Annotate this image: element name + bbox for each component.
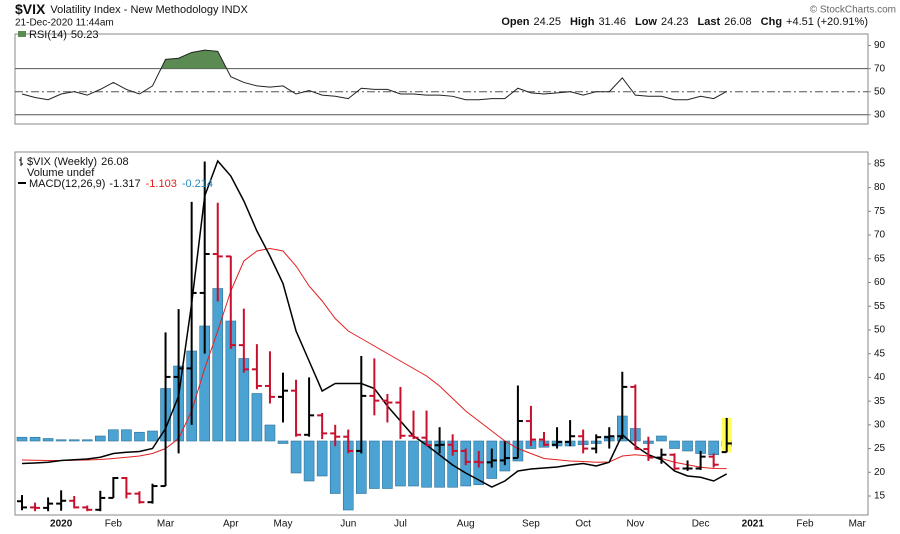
macd-histogram-bar — [16, 436, 28, 442]
quote-label: Chg — [761, 16, 782, 28]
datetime: 21-Dec-2020 11:44am — [15, 18, 114, 29]
macd-histogram-bar — [408, 440, 419, 487]
macd-histogram-bar — [81, 439, 93, 442]
y-tick-label: 35 — [874, 396, 886, 407]
y-tick-label: 90 — [874, 40, 886, 51]
macd-histogram-bar — [329, 440, 341, 494]
macd-histogram-bar — [395, 440, 406, 487]
macd-histogram-bar — [212, 288, 224, 442]
y-tick-label: 65 — [874, 253, 886, 264]
macd-histogram-bar — [656, 435, 667, 442]
header-line: $VIX Volatility Index - New Methodology I… — [15, 1, 249, 17]
y-tick-label: 40 — [874, 372, 886, 383]
macd-histogram-bar — [147, 430, 158, 442]
x-tick-label: Dec — [692, 519, 710, 530]
macd-histogram-bar — [121, 429, 132, 442]
legend-swatch — [18, 31, 26, 37]
y-tick-label: 30 — [874, 419, 886, 430]
y-tick-label: 80 — [874, 182, 886, 193]
macd-histogram-bar — [669, 440, 680, 449]
macd-histogram-bar — [134, 431, 145, 442]
macd-last: -1.317 — [109, 178, 140, 190]
macd-histogram-bar — [108, 429, 119, 442]
y-tick-label: 55 — [874, 301, 886, 312]
macd-histogram-bar — [303, 440, 315, 482]
hist-last: -0.214 — [182, 178, 213, 190]
x-tick-label: May — [274, 519, 293, 530]
x-tick-label: 2021 — [742, 519, 765, 530]
macd-histogram-bar — [264, 424, 276, 442]
macd-histogram-bar — [382, 440, 393, 489]
legend-swatch — [19, 157, 23, 166]
macd-histogram-bar — [29, 436, 41, 442]
signal-last: -1.103 — [146, 178, 177, 190]
price-last: 26.08 — [101, 156, 129, 168]
y-tick-label: 50 — [874, 86, 886, 97]
y-tick-label: 60 — [874, 277, 886, 288]
rsi-legend: RSI(14) 50.23 — [29, 29, 98, 41]
quote-value: 24.25 — [533, 16, 561, 28]
quote-label: Last — [698, 16, 721, 28]
macd-histogram-bar — [682, 440, 693, 452]
x-tick-label: Oct — [575, 519, 591, 530]
macd-histogram-bar — [316, 440, 328, 477]
y-tick-label: 20 — [874, 467, 886, 478]
macd-label: MACD(12,26,9) — [29, 178, 105, 190]
x-tick-label: Jun — [340, 519, 356, 530]
quote-label: Low — [635, 16, 657, 28]
y-tick-label: 30 — [874, 109, 886, 120]
quote-value: 24.23 — [661, 16, 689, 28]
x-tick-label: Feb — [105, 519, 123, 530]
quote-value: 31.46 — [598, 16, 626, 28]
security-name: Volatility Index - New Methodology INDX — [50, 4, 248, 16]
y-tick-label: 45 — [874, 348, 886, 359]
macd-histogram-bar — [68, 439, 80, 442]
quote: Open 24.25 High 31.46 Low 24.23 Last 26.08 Chg +4… — [501, 16, 868, 28]
quote-label: Open — [501, 16, 529, 28]
x-tick-label: Apr — [223, 519, 239, 530]
rsi-last: 50.23 — [71, 29, 99, 41]
price-panel — [14, 151, 869, 516]
macd-histogram-bar — [42, 438, 54, 442]
macd-histogram-bar — [251, 393, 263, 442]
macd-histogram-bar — [369, 440, 380, 489]
rsi-overbought-fill — [161, 50, 227, 69]
y-tick-label: 85 — [874, 159, 886, 170]
rsi-line — [21, 49, 727, 101]
y-tick-label: 70 — [874, 230, 886, 241]
y-tick-label: 25 — [874, 443, 886, 454]
x-tick-label: Nov — [626, 519, 644, 530]
rsi-label: RSI(14) — [29, 29, 67, 41]
y-tick-label: 75 — [874, 206, 886, 217]
macd-histogram-bar — [95, 435, 106, 442]
macd-histogram-bar — [277, 440, 289, 444]
x-tick-label: 2020 — [50, 519, 73, 530]
volume-legend: Volume undef — [27, 167, 95, 179]
x-tick-label: Jul — [394, 519, 407, 530]
x-tick-label: Mar — [157, 519, 175, 530]
macd-histogram-bar — [55, 439, 67, 442]
x-tick-label: Feb — [796, 519, 814, 530]
credit: © StockCharts.com — [810, 5, 896, 16]
symbol: $VIX — [15, 1, 46, 17]
y-tick-label: 70 — [874, 63, 886, 74]
price-legend: $VIX (Weekly) 26.08 — [27, 156, 129, 168]
quote-value: 26.08 — [724, 16, 752, 28]
macd-histogram-bar — [290, 440, 302, 474]
x-tick-label: Sep — [522, 519, 540, 530]
quote-label: High — [570, 16, 595, 28]
price-title: $VIX (Weekly) — [27, 156, 97, 168]
x-tick-label: Mar — [849, 519, 867, 530]
rsi-panel — [14, 33, 869, 125]
x-tick-label: Aug — [457, 519, 475, 530]
macd-histogram-bar — [708, 440, 719, 456]
macd-legend: MACD(12,26,9) -1.317 -1.103 -0.214 — [29, 178, 213, 190]
quote-value: +4.51 (+20.91%) — [786, 16, 868, 28]
y-tick-label: 15 — [874, 491, 886, 502]
y-tick-label: 50 — [874, 325, 886, 336]
